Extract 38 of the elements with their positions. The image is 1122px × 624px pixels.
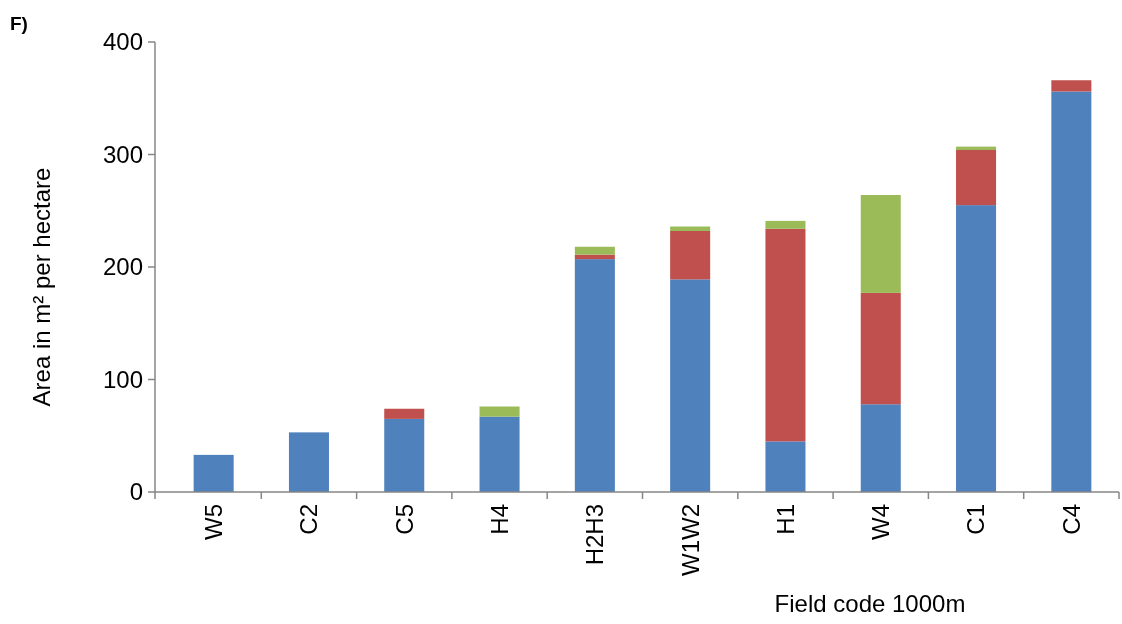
bar xyxy=(193,454,234,492)
bar xyxy=(860,292,901,405)
y-tick-label: 0 xyxy=(129,478,143,506)
x-tick-label: W5 xyxy=(200,504,228,540)
bar xyxy=(384,418,425,492)
x-tick-label: C1 xyxy=(962,504,990,535)
x-tick-label: C5 xyxy=(390,504,418,535)
bar xyxy=(384,408,425,419)
x-axis-title: Field code 1000m xyxy=(774,590,966,617)
bar xyxy=(1051,91,1092,492)
x-tick-label: C2 xyxy=(295,504,323,535)
bar xyxy=(479,406,520,417)
y-tick-label: 300 xyxy=(102,140,143,168)
bar xyxy=(1051,80,1092,92)
bar xyxy=(574,246,615,255)
bar xyxy=(670,279,711,492)
chart-title: F) xyxy=(10,13,28,34)
bar xyxy=(956,150,997,206)
y-tick-label: 100 xyxy=(102,365,143,393)
bar xyxy=(574,259,615,492)
y-tick-label: 400 xyxy=(102,28,143,56)
x-tick-label: H1 xyxy=(771,504,799,535)
bar xyxy=(860,404,901,492)
y-axis-title: Area in m² per hectare xyxy=(28,167,55,407)
bar xyxy=(956,205,997,492)
y-tick-label: 200 xyxy=(102,253,143,281)
bar xyxy=(765,228,806,442)
bar xyxy=(765,441,806,492)
bar xyxy=(670,231,711,280)
bar xyxy=(765,220,806,229)
x-tick-label: W4 xyxy=(867,504,895,540)
x-tick-label: H2H3 xyxy=(581,504,609,566)
bar xyxy=(860,195,901,293)
x-tick-label: C4 xyxy=(1057,504,1085,535)
x-tick-label: W1W2 xyxy=(676,504,704,576)
bar xyxy=(288,432,329,492)
x-tick-label: H4 xyxy=(485,504,513,535)
bar xyxy=(479,416,520,492)
